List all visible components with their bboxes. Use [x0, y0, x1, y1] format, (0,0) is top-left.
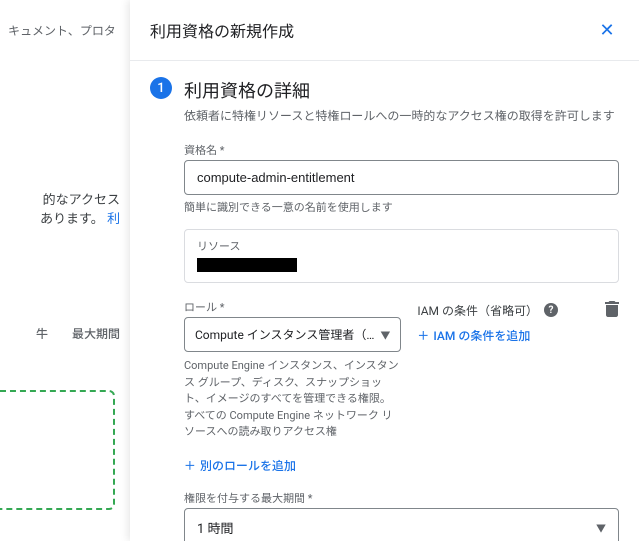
max-duration-select[interactable]: 1 時間 ▼: [184, 508, 619, 541]
plus-icon: ＋: [417, 327, 429, 344]
plus-icon: ＋: [184, 457, 196, 474]
table-header-fragment: 牛 最大期間: [0, 325, 130, 342]
panel-body: 1 利用資格の詳細 依頼者に特権リソースと特権ロールへの一時的なアクセス権の取得…: [130, 61, 639, 541]
role-label: ロール *: [184, 299, 401, 315]
add-another-role-button[interactable]: ＋ 別のロールを追加: [184, 457, 296, 474]
form-area: 資格名 * 簡単に識別できる一意の名前を使用します リソース ロール * Com…: [184, 142, 619, 541]
create-entitlement-panel: 利用資格の新規作成 ✕ 1 利用資格の詳細 依頼者に特権リソースと特権ロールへの…: [130, 0, 639, 541]
iam-column: IAM の条件（省略可） ? ＋ IAM の条件を追加: [417, 299, 619, 344]
iam-header: IAM の条件（省略可） ?: [417, 299, 619, 321]
close-icon: ✕: [599, 20, 614, 41]
resource-field[interactable]: リソース: [184, 229, 619, 283]
close-button[interactable]: ✕: [595, 18, 619, 42]
role-row: ロール * Compute インスタンス管理者（… ▼ Compute Engi…: [184, 299, 619, 441]
role-select[interactable]: Compute インスタンス管理者（… ▼: [184, 317, 401, 352]
role-column: ロール * Compute インスタンス管理者（… ▼ Compute Engi…: [184, 299, 401, 441]
duration-value: 1 時間: [197, 518, 234, 537]
trash-icon: [605, 301, 619, 317]
step-title: 利用資格の詳細: [184, 77, 310, 103]
role-description: Compute Engine インスタンス、インスタンス グループ、ディスク、ス…: [184, 358, 401, 441]
duration-label: 権限を付与する最大期間 *: [184, 490, 619, 506]
caret-down-icon: ▼: [596, 520, 606, 535]
resource-value-redacted: [197, 258, 297, 272]
background-page: キュメント、プロタ 的なアクセス あります。 利 牛 最大期間: [0, 0, 130, 541]
delete-role-button[interactable]: [605, 299, 619, 321]
resource-label: リソース: [197, 238, 606, 254]
entitlement-name-input[interactable]: [184, 160, 619, 195]
step-subtitle: 依頼者に特権リソースと特権ロールへの一時的なアクセス権の取得を許可します: [184, 107, 619, 124]
caret-down-icon: ▼: [380, 327, 390, 342]
iam-label: IAM の条件（省略可）: [417, 302, 538, 319]
side-text: 的なアクセス あります。 利: [0, 189, 130, 227]
add-iam-condition-button[interactable]: ＋ IAM の条件を追加: [417, 327, 530, 344]
panel-header: 利用資格の新規作成 ✕: [130, 0, 639, 61]
breadcrumb-fragment: キュメント、プロタ: [0, 22, 130, 39]
dashed-region: [0, 390, 115, 510]
name-label: 資格名 *: [184, 142, 619, 158]
step-header: 1 利用資格の詳細: [150, 77, 619, 103]
help-icon[interactable]: ?: [544, 303, 558, 317]
name-helper: 簡単に識別できる一意の名前を使用します: [184, 199, 619, 215]
side-link[interactable]: 利: [107, 212, 120, 227]
panel-title: 利用資格の新規作成: [150, 18, 294, 42]
role-selected-value: Compute インスタンス管理者（…: [195, 326, 374, 343]
step-number-badge: 1: [150, 77, 172, 99]
